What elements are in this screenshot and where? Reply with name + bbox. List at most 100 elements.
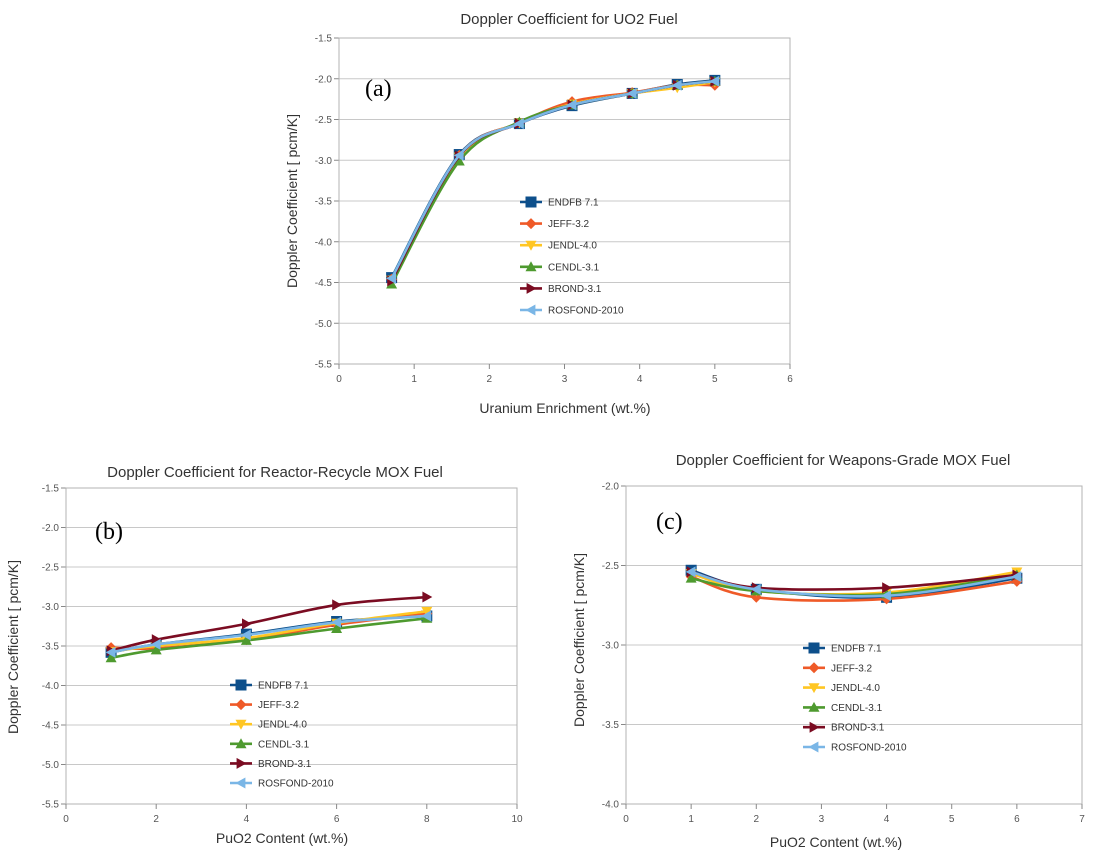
chart-a-legend-label: JENDL-4.0 <box>548 241 597 252</box>
chart-c-xtick-label: 1 <box>688 814 694 825</box>
chart-c-legend-marker <box>809 721 820 733</box>
chart-b-legend-marker <box>236 757 247 769</box>
chart-b-legend-label: CENDL-3.1 <box>258 739 310 750</box>
chart-b-point-rosfond-2010 <box>421 610 432 622</box>
chart-a-series-endfb-7-1 <box>386 74 721 284</box>
chart-a-legend-marker <box>525 218 537 230</box>
chart-b-point-jendl-4-0 <box>421 606 433 617</box>
chart-b-series-rosfond-2010 <box>105 610 432 658</box>
chart-c-legend-label: JENDL-4.0 <box>831 683 880 694</box>
chart-c-legend-marker <box>808 701 820 712</box>
chart-a-series-rosfond-2010 <box>386 75 720 284</box>
chart-a-legend-marker <box>525 196 537 208</box>
chart-b-ytick-label: -4.5 <box>42 721 60 732</box>
chart-uo2-svg: -5.5 -5.0 -4.5 -4.0 -3.5 -3.0 -2.5 -2.0 -1.5 0 1 2 3… <box>284 11 793 416</box>
chart-c-legend-marker <box>808 662 820 674</box>
chart-c-ytick-label: -4.0 <box>602 800 620 811</box>
chart-c-xtick-label: 3 <box>819 814 825 825</box>
chart-a-panel-label: (a) <box>365 76 392 102</box>
chart-b-ytick-label: -3.0 <box>42 602 60 613</box>
chart-a-point-rosfond-2010 <box>513 118 524 130</box>
chart-b-point-cendl-3-1 <box>150 644 162 655</box>
chart-b-point-brond-3-1 <box>151 634 162 646</box>
chart-b-ytick-label: -5.5 <box>42 800 60 811</box>
chart-a-point-rosfond-2010 <box>566 99 577 111</box>
chart-a-legend-label: JEFF-3.2 <box>548 219 590 230</box>
chart-a-ytick-label: -2.5 <box>315 115 333 126</box>
chart-c-point-rosfond-2010 <box>750 583 761 595</box>
chart-b-title: Doppler Coefficient for Reactor-Recycle … <box>107 464 443 481</box>
chart-b-ytick-label: -2.5 <box>42 563 60 574</box>
chart-c-legend-label: JEFF-3.2 <box>831 663 873 674</box>
chart-b-ytick-label: -4.0 <box>42 681 60 692</box>
chart-b-xlabel: PuO2 Content (wt.%) <box>216 830 348 846</box>
chart-c-ytick-label: -3.0 <box>602 641 620 652</box>
chart-b-point-brond-3-1 <box>422 591 433 603</box>
chart-a-xtick-label: 2 <box>487 374 493 385</box>
chart-b-point-cendl-3-1 <box>105 652 117 663</box>
chart-b-xtick-label: 10 <box>511 814 523 825</box>
chart-a-ylabel: Doppler Coefficient [ pcm/K] <box>284 114 300 288</box>
chart-c-legend-label: CENDL-3.1 <box>831 703 883 714</box>
chart-b-point-cendl-3-1 <box>331 623 343 634</box>
chart-c-legend-label: BROND-3.1 <box>831 723 885 734</box>
chart-b-plot-frame <box>65 487 518 805</box>
chart-b-xtick-label: 6 <box>334 814 340 825</box>
chart-a-ytick-label: -3.5 <box>315 197 333 208</box>
chart-a-legend-label: BROND-3.1 <box>548 284 602 295</box>
chart-b-point-rosfond-2010 <box>105 646 116 658</box>
chart-weapons-grade-svg: -4.0 -3.5 -3.0 -2.5 -2.0 0 1 2 3 4 5 6 7 Doppler Coef… <box>571 452 1085 850</box>
chart-a-point-rosfond-2010 <box>626 87 637 99</box>
chart-a-ytick-label: -5.0 <box>315 319 333 330</box>
chart-b-point-brond-3-1 <box>242 618 252 630</box>
chart-c-xtick-label: 6 <box>1014 814 1020 825</box>
chart-c-series-rosfond-2010 <box>685 566 1022 602</box>
chart-c-xtick-label: 5 <box>949 814 955 825</box>
chart-c-plot-frame <box>625 485 1083 805</box>
chart-a-title: Doppler Coefficient for UO2 Fuel <box>460 11 677 28</box>
chart-b-legend-label: BROND-3.1 <box>258 759 312 770</box>
chart-a-point-rosfond-2010 <box>386 272 397 284</box>
chart-b-ytick-label: -3.5 <box>42 642 60 653</box>
chart-c-ytick-label: -2.0 <box>602 482 620 493</box>
chart-a-point-rosfond-2010 <box>453 149 464 161</box>
chart-c-xlabel: PuO2 Content (wt.%) <box>770 834 902 850</box>
chart-b-legend: ENDFB 7.1 JEFF-3.2 JENDL-4.0 CENDL-3.1 BROND… <box>230 679 334 790</box>
chart-c-legend-marker <box>808 642 820 654</box>
chart-c-legend-marker <box>808 683 820 694</box>
chart-reactor-recycle-mox: -5.5 -5.0 -4.5 -4.0 -3.5 -3.0 -2.5 -2.0 -1.5 0 2 4 6… <box>0 452 540 854</box>
chart-reactor-recycle-svg: -5.5 -5.0 -4.5 -4.0 -3.5 -3.0 -2.5 -2.0 -1.5 0 2 4 6… <box>5 464 523 846</box>
chart-b-xtick-label: 2 <box>153 814 159 825</box>
chart-a-legend-label: CENDL-3.1 <box>548 262 600 273</box>
chart-c-ytick-label: -3.5 <box>602 720 620 731</box>
chart-a-xtick-label: 5 <box>712 374 718 385</box>
chart-b-point-cendl-3-1 <box>240 634 252 645</box>
chart-b-ylabel: Doppler Coefficient [ pcm/K] <box>5 560 21 734</box>
chart-c-legend-label: ENDFB 7.1 <box>831 644 882 655</box>
chart-a-ytick-label: -1.5 <box>315 34 333 45</box>
chart-c-point-rosfond-2010 <box>1011 571 1022 583</box>
chart-a-legend-marker <box>526 282 537 294</box>
chart-c-panel-label: (c) <box>656 509 683 535</box>
chart-b-xtick-label: 8 <box>424 814 430 825</box>
chart-b-legend-label: JEFF-3.2 <box>258 700 300 711</box>
chart-c-point-rosfond-2010 <box>881 590 891 602</box>
chart-b-legend-marker <box>235 777 246 789</box>
chart-a-legend-marker <box>525 240 537 251</box>
chart-a-ytick-label: -4.0 <box>315 237 333 248</box>
chart-a-legend-marker <box>525 261 537 272</box>
chart-weapons-grade-mox: -4.0 -3.5 -3.0 -2.5 -2.0 0 1 2 3 4 5 6 7 Doppler Coef… <box>560 440 1095 854</box>
chart-c-line-rosfond-2010 <box>690 570 1018 598</box>
chart-a-legend-marker <box>525 304 536 316</box>
chart-a-ytick-label: -2.0 <box>315 74 333 85</box>
chart-b-point-rosfond-2010 <box>331 616 341 628</box>
chart-a-legend: ENDFB 7.1 JEFF-3.2 JENDL-4.0 CENDL-3.1 BROND… <box>520 196 624 317</box>
chart-a-xtick-label: 4 <box>637 374 643 385</box>
chart-c-title: Doppler Coefficient for Weapons-Grade MO… <box>676 452 1011 469</box>
chart-a-xtick-label: 3 <box>562 374 568 385</box>
chart-b-legend-marker <box>235 738 247 749</box>
chart-b-xtick-label: 0 <box>63 814 69 825</box>
chart-b-point-rosfond-2010 <box>150 638 161 650</box>
chart-c-xtick-label: 4 <box>884 814 890 825</box>
chart-b-legend-label: ENDFB 7.1 <box>258 681 309 692</box>
